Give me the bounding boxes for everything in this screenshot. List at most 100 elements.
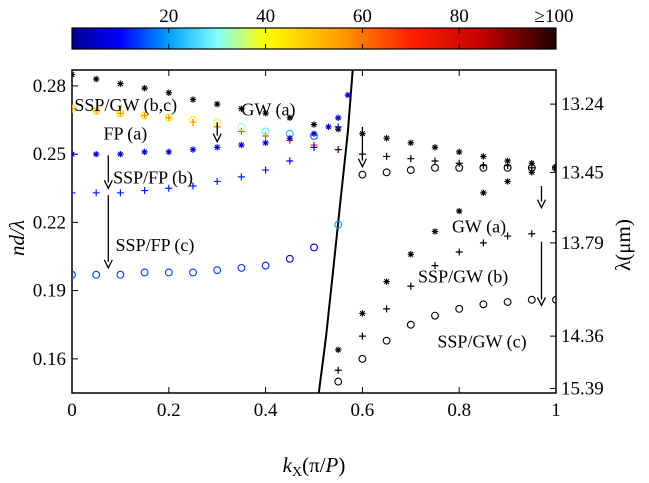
- data-point: [262, 139, 269, 146]
- annotation-label: FP (a): [103, 123, 147, 144]
- data-point: [382, 336, 391, 345]
- data-point: [189, 146, 197, 153]
- data-point: [504, 157, 511, 165]
- data-point: [213, 266, 222, 275]
- data-point: [382, 168, 391, 177]
- data-point: [262, 166, 270, 174]
- arrow-head: [212, 133, 222, 144]
- data-point: [261, 261, 270, 270]
- annotation-label: GW (a): [452, 217, 506, 238]
- x-axis-ticks: 0 0.2 0.4 0.6 0.8 1: [67, 70, 561, 421]
- data-marks: [72, 71, 556, 386]
- annotation-label: SSP/GW (b,c): [74, 95, 177, 116]
- data-point: [431, 228, 439, 235]
- data-point: [237, 173, 245, 181]
- data-point: [92, 107, 100, 115]
- data-point: [334, 146, 342, 154]
- data-point: [286, 157, 294, 165]
- data-point: [504, 178, 511, 185]
- y-left-tick-label: 0.28: [33, 76, 66, 97]
- colorbar-ticks: 20 40 60 80 ≥100: [159, 6, 573, 49]
- data-point: [407, 282, 415, 290]
- y-left-tick-label: 0.19: [33, 281, 66, 302]
- data-point: [456, 148, 463, 156]
- data-point: [407, 155, 415, 163]
- data-point: [189, 182, 197, 190]
- annotation-label: SSP/GW (b): [418, 267, 508, 288]
- data-point: [431, 163, 439, 172]
- y-right-tick-label: 14.36: [561, 326, 604, 347]
- data-point: [407, 139, 414, 146]
- data-point: [455, 163, 464, 172]
- data-point: [165, 89, 172, 96]
- data-point: [406, 166, 415, 175]
- data-point: [334, 366, 342, 374]
- data-point: [165, 148, 172, 156]
- y-axis-left-ticks: 0.16 0.19 0.22 0.25 0.28: [33, 76, 78, 370]
- data-point: [552, 228, 556, 235]
- y-axis-right-ticks: 13.24 13.45 13.79 14.36 15.39: [550, 94, 604, 399]
- annotation-label: GW (a): [241, 99, 295, 120]
- data-point: [141, 148, 148, 156]
- data-point: [93, 75, 100, 83]
- data-point: [116, 189, 124, 197]
- data-point: [93, 150, 100, 158]
- data-point: [455, 304, 464, 313]
- data-point: [72, 270, 76, 279]
- data-point: [164, 113, 173, 122]
- data-point: [310, 143, 318, 151]
- x-tick-label: 1: [551, 400, 561, 421]
- data-point: [310, 243, 318, 252]
- data-point: [214, 144, 221, 151]
- data-point: [480, 153, 487, 160]
- colorbar-tick-label: 60: [353, 6, 372, 27]
- data-point: [141, 111, 149, 119]
- data-point: [431, 262, 439, 270]
- data-point: [116, 270, 125, 279]
- data-point: [455, 159, 463, 167]
- arrow-head: [536, 297, 547, 307]
- annotation-label: SSP/FP (c): [116, 235, 195, 256]
- data-point: [165, 114, 173, 122]
- data-point: [358, 170, 367, 179]
- data-point: [431, 157, 439, 165]
- data-point: [335, 346, 342, 353]
- data-point: [528, 230, 536, 238]
- y-right-tick-label: 15.39: [561, 378, 604, 399]
- x-tick-label: 0.4: [254, 400, 278, 421]
- colorbar-tick-label: 80: [450, 6, 469, 27]
- x-tick-label: 0.6: [351, 400, 375, 421]
- data-point: [456, 207, 463, 215]
- colorbar-tick-label: ≥100: [535, 6, 574, 27]
- data-point: [72, 104, 76, 113]
- data-point: [383, 152, 391, 160]
- data-point: [383, 135, 390, 142]
- data-point: [189, 268, 197, 277]
- data-point: [552, 295, 556, 304]
- data-point: [310, 130, 318, 137]
- arrow-head: [103, 179, 113, 190]
- data-point: [527, 163, 536, 172]
- data-point: [480, 189, 487, 197]
- x-axis-label: kX(π/P): [283, 453, 346, 480]
- data-point: [527, 295, 536, 304]
- data-point: [407, 251, 414, 258]
- annotation-label: SSP/GW (c): [437, 332, 526, 353]
- y-left-tick-label: 0.25: [33, 144, 66, 165]
- data-point: [140, 111, 149, 120]
- data-point: [72, 105, 76, 113]
- data-point: [344, 91, 352, 99]
- colorbar-tick-label: 40: [256, 6, 275, 27]
- data-point: [358, 354, 367, 363]
- data-point: [261, 127, 270, 136]
- light-line: [317, 70, 354, 393]
- y-left-tick-label: 0.22: [33, 212, 66, 233]
- data-point: [262, 110, 269, 117]
- y-right-tick-label: 13.45: [561, 162, 604, 183]
- data-point: [72, 189, 76, 197]
- data-point: [92, 106, 101, 115]
- data-point: [479, 163, 488, 172]
- arrow-head: [103, 259, 113, 270]
- data-point: [117, 150, 124, 158]
